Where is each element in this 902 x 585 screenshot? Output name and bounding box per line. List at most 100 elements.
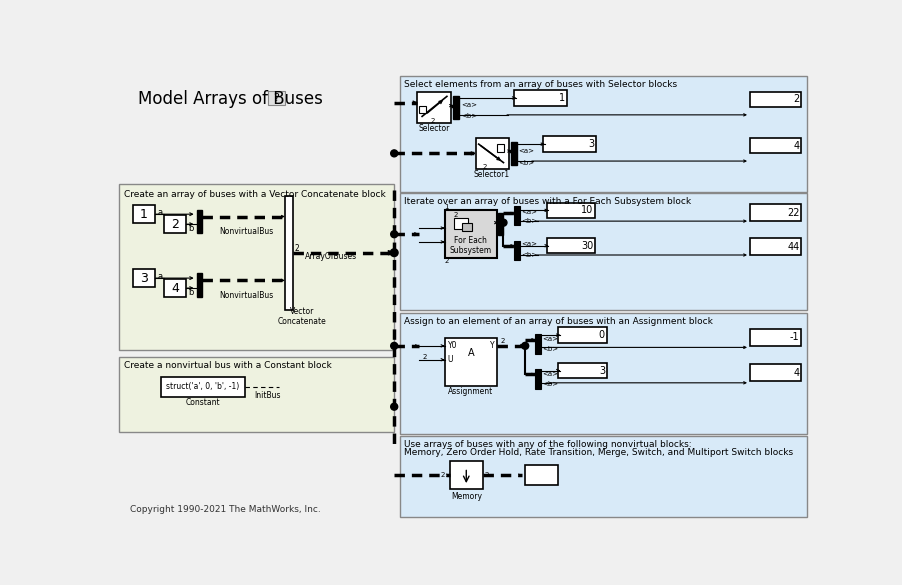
Text: A: A [467,348,474,358]
Text: struct('a', 0, 'b', -1): struct('a', 0, 'b', -1) [166,382,239,391]
Bar [514,90,566,106]
Bar [419,106,426,113]
Text: 3: 3 [598,366,604,376]
Text: Memory: Memory [450,491,482,501]
Bar [164,215,186,233]
Text: Create an array of buses with a Vector Concatenate block: Create an array of buses with a Vector C… [124,190,385,198]
Bar [475,138,509,168]
Text: 2: 2 [792,94,798,105]
Bar [133,205,154,223]
Text: ArrayOfBuses: ArrayOfBuses [305,252,357,261]
Circle shape [391,230,397,238]
Text: Use arrays of buses with any of the following nonvirtual blocks:: Use arrays of buses with any of the foll… [404,440,691,449]
Bar [498,214,503,235]
Bar [535,369,540,389]
Bar [497,144,503,152]
Text: NonvirtualBus: NonvirtualBus [219,291,273,300]
Text: <b>: <b> [520,218,537,224]
Text: NonvirtualBus: NonvirtualBus [219,228,273,236]
Circle shape [390,249,398,257]
Text: <b>: <b> [460,113,476,119]
Text: Selector: Selector [418,124,449,133]
Text: 30: 30 [581,241,593,251]
Circle shape [521,342,528,349]
Bar [511,142,516,165]
Text: b: b [188,288,193,297]
Bar [444,211,497,258]
Bar [542,136,595,152]
Text: 2: 2 [422,354,427,360]
Text: 44: 44 [787,242,798,252]
Bar [268,91,285,105]
Bar [400,436,806,517]
Text: 4: 4 [170,281,179,295]
Circle shape [500,219,506,226]
Text: ?: ? [273,93,279,103]
Text: <b>: <b> [520,252,537,258]
Text: <a>: <a> [518,148,534,154]
Text: Copyright 1990-2021 The MathWorks, Inc.: Copyright 1990-2021 The MathWorks, Inc. [130,505,320,514]
Text: Selector1: Selector1 [474,170,510,180]
Text: <b>: <b> [541,381,557,387]
Text: 1: 1 [444,204,448,210]
Text: b: b [188,224,193,233]
Bar [557,328,606,343]
Bar [454,218,467,229]
Bar [749,204,800,221]
Bar [444,338,497,386]
Circle shape [391,403,397,410]
Text: <a>: <a> [520,209,537,215]
Circle shape [391,150,397,157]
Text: Y: Y [490,342,494,350]
Bar [461,223,472,231]
Text: 4: 4 [793,368,798,378]
Bar [400,194,806,311]
Text: 22: 22 [787,208,798,218]
Text: Vector
Concatenate: Vector Concatenate [277,307,326,326]
Text: U: U [447,355,453,364]
Bar [453,95,458,119]
Text: Y0: Y0 [447,342,456,350]
Text: 0: 0 [598,330,604,340]
Bar [749,364,800,381]
Bar [400,313,806,433]
Bar [164,279,186,297]
Text: -1: -1 [789,332,798,342]
Bar [547,238,594,253]
Text: 3: 3 [140,271,148,284]
Bar [557,363,606,378]
Text: 1: 1 [558,93,565,103]
Text: <b>: <b> [541,346,557,352]
Text: 2: 2 [430,118,435,124]
Text: Model Arrays of Buses: Model Arrays of Buses [138,91,323,108]
Bar [400,77,806,192]
Text: a: a [158,208,162,217]
Bar [119,357,394,432]
Text: 2: 2 [294,245,299,253]
Bar [119,184,394,350]
Bar [749,329,800,346]
Text: <a>: <a> [520,241,537,247]
Bar [514,206,520,225]
Text: Create a nonvirtual bus with a Constant block: Create a nonvirtual bus with a Constant … [124,362,331,370]
Text: <a>: <a> [460,102,476,108]
Text: 4: 4 [793,140,798,151]
Text: 3: 3 [587,139,594,149]
Text: <b>: <b> [518,160,534,166]
Text: Iterate over an array of buses with a For Each Subsystem block: Iterate over an array of buses with a Fo… [404,197,691,207]
Text: 1: 1 [140,208,148,221]
Bar [449,462,482,489]
Text: Assignment: Assignment [447,387,493,396]
Bar [197,209,202,233]
Text: 1: 1 [498,231,502,237]
Text: 2: 2 [444,258,448,264]
Bar [749,138,800,153]
Text: <a>: <a> [541,336,557,342]
Bar [417,92,450,123]
Circle shape [391,342,397,349]
Bar [535,333,540,353]
Bar [514,241,520,260]
Text: 2: 2 [440,472,445,478]
Bar [525,465,557,485]
Text: Assign to an element of an array of buses with an Assignment block: Assign to an element of an array of buse… [404,316,713,326]
